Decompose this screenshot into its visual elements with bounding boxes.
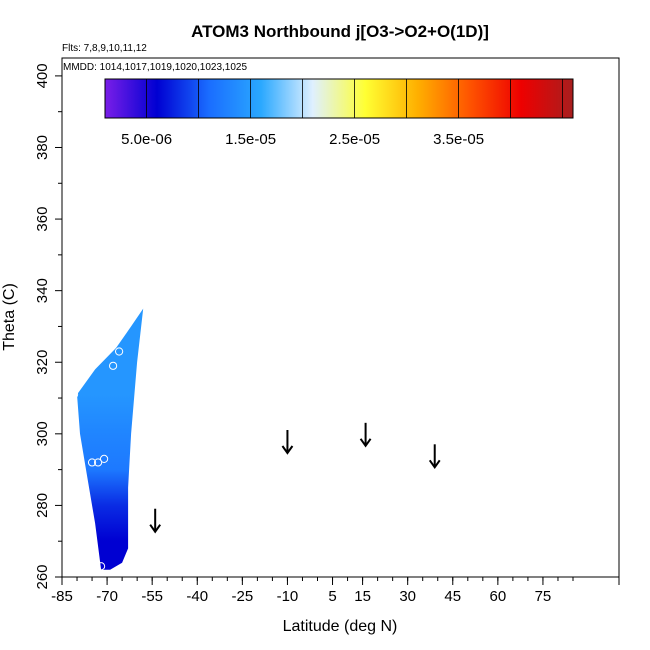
colorbar-tick-label: 3.5e-05 [433, 131, 484, 148]
x-tick-label: 15 [354, 588, 371, 605]
observation-point [130, 452, 139, 462]
heatmap-region [77, 308, 144, 570]
observation-point [109, 361, 118, 370]
x-tick-label: -70 [96, 588, 118, 605]
down-arrow [281, 429, 294, 455]
x-tick-label: 30 [399, 588, 416, 605]
arrow-markers [149, 422, 441, 534]
observation-point [87, 458, 97, 467]
x-tick-label: -40 [186, 588, 208, 605]
observation-point [93, 458, 103, 467]
plot-frame [61, 57, 620, 578]
y-tick-label: 340 [34, 278, 51, 303]
colorbar-gradient [104, 78, 574, 119]
down-arrow [428, 444, 441, 470]
observation-markers [66, 347, 145, 571]
observation-point [69, 390, 79, 399]
y-axis-label: Theta (C) [1, 283, 18, 351]
observation-point [99, 454, 109, 463]
x-tick-label: -10 [277, 588, 299, 605]
x-tick-label: -55 [141, 588, 163, 605]
y-tick-label: 280 [34, 493, 51, 518]
flights-subtitle: Flts: 7,8,9,10,11,12 [62, 43, 147, 54]
x-tick-label: -85 [51, 588, 73, 605]
colorbar-tick-label: 2.5e-05 [329, 131, 380, 148]
y-tick-label: 300 [34, 421, 51, 446]
x-axis-label: Latitude (deg N) [283, 618, 398, 635]
y-axis: 260 280 300 320 340 360 380 400 [34, 63, 62, 590]
x-tick-label: 45 [444, 588, 461, 605]
observation-point [115, 347, 124, 356]
x-tick-label: 75 [535, 588, 552, 605]
observation-point [136, 422, 145, 431]
y-tick-label: 400 [34, 63, 51, 88]
x-tick-label: 5 [328, 588, 336, 605]
observation-point [130, 538, 139, 548]
y-tick-label: 380 [34, 135, 51, 160]
colorbar: 5.0e-06 1.5e-05 2.5e-05 3.5e-05 [104, 78, 574, 148]
dates-subtitle: MMDD: 1014,1017,1019,1020,1023,1025 [63, 62, 247, 73]
observation-point [78, 481, 88, 490]
chart-title: ATOM3 Northbound j[O3->O2+O(1D)] [191, 22, 489, 41]
observation-point [96, 562, 106, 571]
down-arrow [149, 508, 161, 534]
y-tick-label: 320 [34, 350, 51, 375]
heatmap-polygon [77, 308, 144, 570]
x-tick-label: 60 [490, 588, 507, 605]
x-tick-label: -25 [232, 588, 254, 605]
y-tick-label: 360 [34, 207, 51, 232]
colorbar-tick-label: 5.0e-06 [121, 131, 172, 148]
y-tick-label: 260 [34, 564, 51, 589]
observation-point [66, 445, 76, 455]
down-arrow [359, 422, 372, 448]
colorbar-tick-label: 1.5e-05 [225, 131, 276, 148]
x-axis: -85 -70 -55 -40 -25 -10 5 15 30 45 60 75 [51, 577, 620, 605]
